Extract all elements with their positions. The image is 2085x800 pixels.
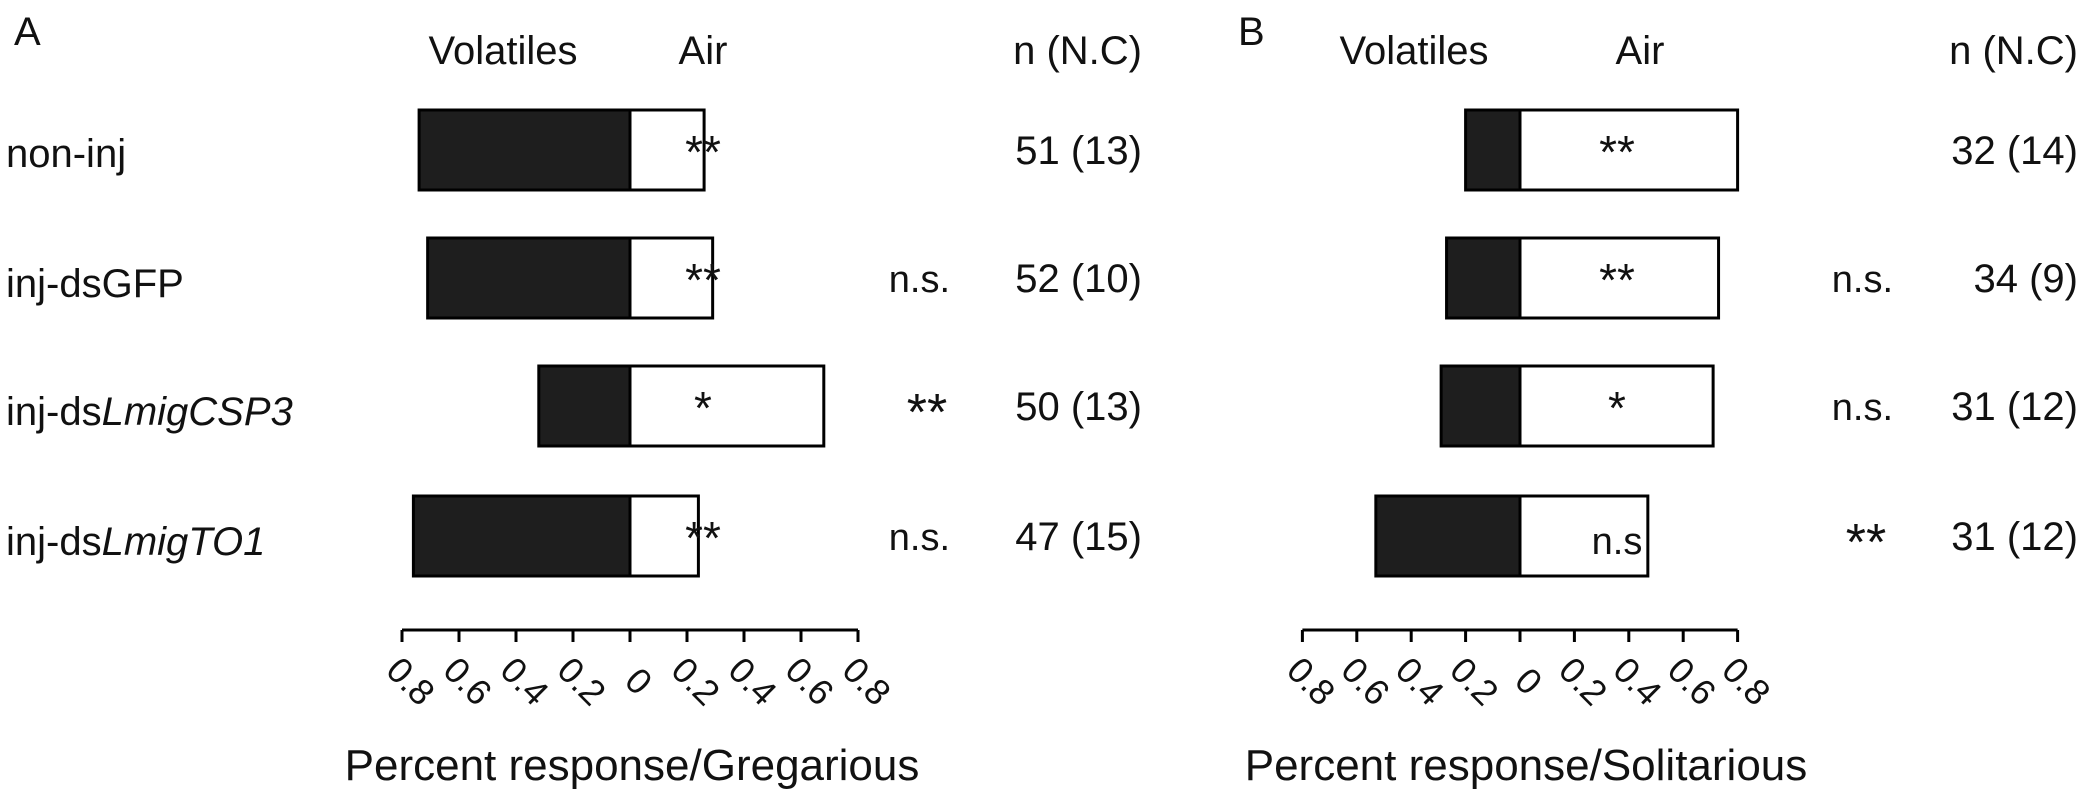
- x-tick-label: 0.4: [721, 649, 785, 713]
- x-tick-label: 0.8: [379, 649, 443, 713]
- x-tick-label: 0: [617, 660, 660, 703]
- bar-significance-label: **: [685, 512, 721, 564]
- category-labels: non-inj inj-dsGFP inj-dsLmigCSP3 inj-dsL…: [6, 132, 293, 564]
- bar-significance-label: n.s: [1592, 521, 1643, 563]
- x-tick-label: 0.4: [1388, 649, 1452, 713]
- bar-air: [1518, 108, 1740, 192]
- chart-marks: ** 51 (13)** n.s. 52 (10)* ** 50 (13)** n.s. 47…: [379, 108, 2079, 713]
- bar-significance-label: **: [1599, 254, 1635, 306]
- bar-air: [628, 108, 706, 192]
- bar-air: [1518, 236, 1721, 320]
- x-tick-label: 0.8: [835, 649, 899, 713]
- bar-volatiles: [411, 494, 632, 578]
- x-tick-label: 0.6: [436, 649, 500, 713]
- bar-significance-label: **: [685, 126, 721, 178]
- category-label: inj-dsLmigCSP3: [6, 390, 293, 434]
- x-tick-label: 0.4: [493, 649, 557, 713]
- x-tick-label: 0.8: [1714, 649, 1778, 713]
- bar-volatiles: [1464, 108, 1522, 192]
- n-value-label: 32 (14): [1951, 129, 2078, 173]
- bar-air: [1518, 364, 1715, 448]
- group-comparison-label: n.s.: [1832, 259, 1893, 301]
- category-label: non-inj: [6, 132, 126, 176]
- bar-volatiles: [426, 236, 632, 320]
- x-tick-label: 0.2: [550, 649, 614, 713]
- x-tick-label: 0.6: [1660, 649, 1724, 713]
- panel-a-header-n: n (N.C): [1013, 29, 1142, 73]
- group-comparison-label: n.s.: [1832, 387, 1893, 429]
- panel-a-xlabel: Percent response/Gregarious: [345, 741, 920, 790]
- group-comparison-label: n.s.: [889, 259, 950, 301]
- x-tick-label: 0.6: [778, 649, 842, 713]
- x-tick-label: 0.6: [1333, 649, 1397, 713]
- bar-volatiles: [417, 108, 632, 192]
- x-tick-label: 0.8: [1279, 649, 1343, 713]
- bar-volatiles: [1445, 236, 1522, 320]
- panel-b-header-n: n (N.C): [1949, 29, 2078, 73]
- bar-air: [628, 364, 826, 448]
- n-value-label: 51 (13): [1015, 129, 1142, 173]
- panel-a-label: A: [14, 10, 41, 54]
- n-value-label: 52 (10): [1015, 257, 1142, 301]
- panel-b-xlabel: Percent response/Solitarious: [1245, 741, 1808, 790]
- bar-volatiles: [1439, 364, 1522, 448]
- x-tick-label: 0.2: [664, 649, 728, 713]
- panel-a-header-air: Air: [679, 29, 728, 73]
- panel-b-header-air: Air: [1616, 29, 1665, 73]
- category-label: inj-dsGFP: [6, 262, 184, 306]
- group-comparison-label: **: [1846, 514, 1886, 572]
- x-tick-label: 0: [1507, 660, 1550, 703]
- x-tick-label: 0.2: [1551, 649, 1615, 713]
- bar-volatiles: [537, 364, 632, 448]
- panel-b-header-volatiles: Volatiles: [1340, 29, 1489, 73]
- n-value-label: 50 (13): [1015, 385, 1142, 429]
- bar-air: [628, 236, 715, 320]
- n-value-label: 31 (12): [1951, 515, 2078, 559]
- group-comparison-label: **: [907, 384, 947, 442]
- bar-significance-label: *: [1608, 382, 1626, 434]
- n-value-label: 47 (15): [1015, 515, 1142, 559]
- category-label: inj-dsLmigTO1: [6, 520, 265, 564]
- panel-a-header-volatiles: Volatiles: [429, 29, 578, 73]
- bar-significance-label: **: [1599, 126, 1635, 178]
- bar-significance-label: *: [694, 382, 712, 434]
- bar-significance-label: **: [685, 254, 721, 306]
- x-tick-label: 0.2: [1442, 649, 1506, 713]
- group-comparison-label: n.s.: [889, 517, 950, 559]
- bar-air: [1518, 494, 1650, 578]
- bar-air: [628, 494, 700, 578]
- x-tick-label: 0.4: [1605, 649, 1669, 713]
- n-value-label: 31 (12): [1951, 385, 2078, 429]
- panel-a: A Volatiles Air n (N.C) Percent response…: [14, 10, 1142, 790]
- n-value-label: 34 (9): [1974, 257, 2079, 301]
- panel-b-label: B: [1238, 10, 1265, 54]
- bar-volatiles: [1374, 494, 1522, 578]
- panel-b: B Volatiles Air n (N.C) Percent response…: [1238, 10, 2078, 790]
